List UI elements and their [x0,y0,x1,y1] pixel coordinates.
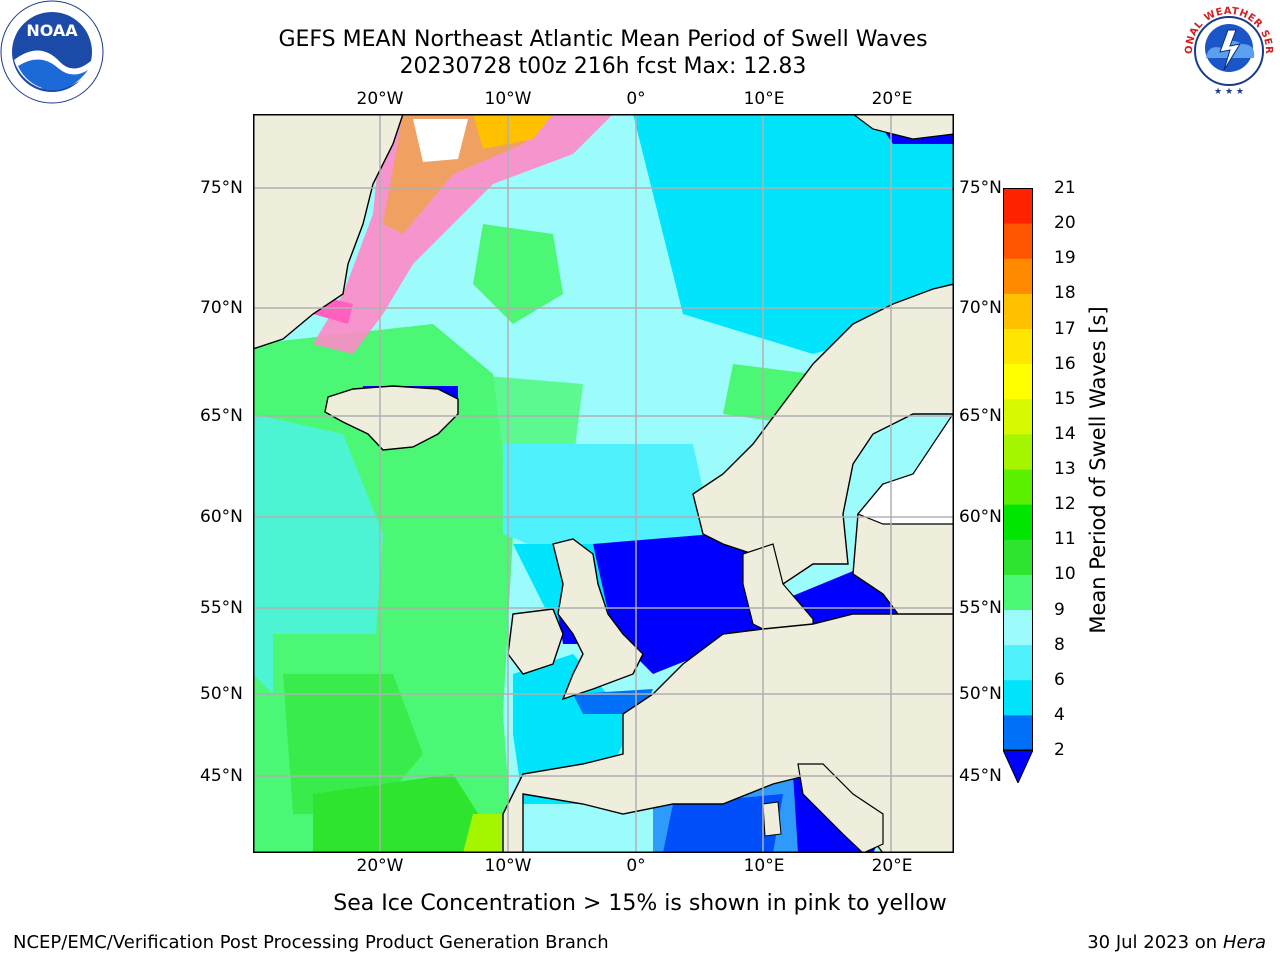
colorbar-tick-label: 4 [1054,704,1065,725]
lat-label-right-50n: 50°N [959,684,1002,704]
colorbar-tick-label: 8 [1054,634,1065,655]
colorbar-segment [1003,679,1033,716]
footer-date: 30 Jul 2023 on [1087,932,1223,953]
colorbar-tick-label: 12 [1054,494,1076,515]
lat-label-left-60n: 60°N [200,507,243,527]
footer-host: Hera [1222,932,1266,953]
footer-producer: NCEP/EMC/Verification Post Processing Pr… [13,932,609,953]
colorbar-segment [1003,504,1033,540]
colorbar-tick-label: 21 [1054,178,1076,198]
lat-label-left-70n: 70°N [200,298,243,318]
colorbar-tick-label: 2 [1054,740,1065,760]
colorbar-segment [1003,328,1033,365]
lon-label-bottom-20w: 20°W [356,856,404,876]
lon-label-top-0: 0° [626,89,646,109]
lon-label-bottom-20e: 20°E [871,856,913,876]
lat-label-right-60n: 60°N [959,507,1002,527]
lon-label-bottom-10e: 10°E [743,856,785,876]
nws-logo: NATIONAL WEATHER SERVICE ★ ★ ★ [1178,0,1279,101]
lon-label-bottom-0: 0° [626,856,646,876]
colorbar-tick-label: 11 [1054,529,1076,550]
colorbar-segment [1003,258,1033,294]
lon-label-top-10e: 10°E [743,89,785,109]
colorbar-segment [1003,469,1033,505]
colorbar-tick-label: 14 [1054,423,1076,444]
colorbar-segment [1003,433,1033,470]
lon-label-top-20e: 20°E [871,89,913,109]
colorbar-segment [1003,609,1033,646]
colorbar-segment [1003,398,1033,435]
lat-label-right-45n: 45°N [959,766,1002,786]
lat-label-left-55n: 55°N [200,598,243,618]
swell-period-map [253,114,954,853]
colorbar-border [1003,188,1033,751]
colorbar-tick-label: 16 [1054,353,1076,374]
lat-label-right-70n: 70°N [959,298,1002,318]
lat-label-right-65n: 65°N [959,406,1002,426]
colorbar-tick-label: 6 [1054,669,1065,690]
chart-title: GEFS MEAN Northeast Atlantic Mean Period… [278,27,928,52]
noaa-logo: NOAA [0,0,104,104]
colorbar-tick-label: 20 [1054,213,1076,234]
colorbar-segment [1003,223,1033,259]
colorbar-segment [1003,644,1033,681]
colorbar-tick-label: 10 [1054,564,1076,585]
colorbar-tick-label: 13 [1054,459,1076,479]
lat-label-right-75n: 75°N [959,178,1002,198]
colorbar-segment [1003,714,1033,751]
colorbar-tick-label: 19 [1054,248,1076,269]
sea-ice-footnote: Sea Ice Concentration > 15% is shown in … [333,891,947,916]
lon-label-top-10w: 10°W [484,89,532,109]
svg-text:NOAA: NOAA [26,21,78,40]
chart-subtitle: 20230728 t00z 216h fcst Max: 12.83 [399,54,807,79]
footer-date-host: 30 Jul 2023 on Hera [1087,932,1266,953]
lat-label-left-75n: 75°N [200,178,243,198]
lat-label-right-55n: 55°N [959,598,1002,618]
colorbar-tick-label: 18 [1054,283,1076,304]
lon-label-bottom-10w: 10°W [484,856,532,876]
colorbar-tick-label: 15 [1054,388,1076,409]
lat-label-left-45n: 45°N [200,766,243,786]
colorbar-min-extension [1003,749,1033,783]
colorbar-segment [1003,574,1033,610]
colorbar-tick-label: 9 [1054,599,1065,620]
colorbar-segment [1003,539,1033,575]
colorbar-segment [1003,363,1033,400]
colorbar-tick-label: 17 [1054,318,1076,339]
lat-label-left-50n: 50°N [200,684,243,704]
colorbar-label: Mean Period of Swell Waves [s] [1086,306,1110,634]
svg-text:★ ★ ★: ★ ★ ★ [1214,87,1244,97]
colorbar-segment [1003,188,1033,224]
colorbar [1003,188,1033,783]
colorbar-segment [1003,293,1033,329]
lat-label-left-65n: 65°N [200,406,243,426]
lon-label-top-20w: 20°W [356,89,404,109]
